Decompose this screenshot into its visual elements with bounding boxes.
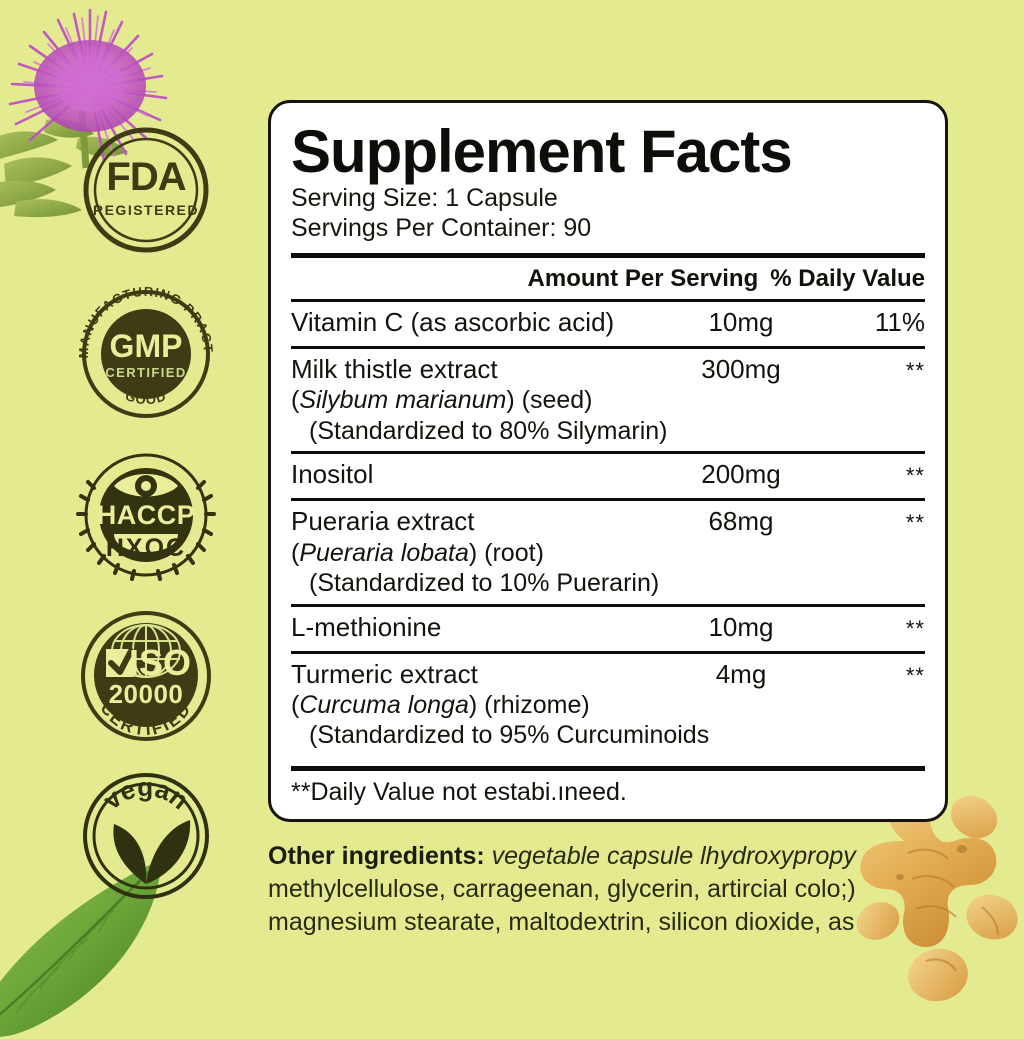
ingredient-amount: 300mg (701, 354, 781, 385)
ingredient-name: Turmeric extract (291, 658, 478, 689)
other-ingredients-line-1: Other ingredients: vegetable capsule lhy… (268, 840, 936, 873)
ingredient-amount: 10mg (708, 307, 774, 338)
table-row: L-methionine 10mg ** (291, 607, 925, 651)
ingredient-amount: 10mg (708, 611, 774, 642)
latin-binomial: Pueraria lobata (299, 538, 469, 567)
supplement-facts-panel: Supplement Facts Serving Size: 1 Capsule… (268, 100, 948, 822)
other-ingredients-block: Other ingredients: vegetable capsule lhy… (268, 840, 936, 939)
ingredient-daily-value: ** (905, 463, 925, 489)
column-header-daily-value: % Daily Value (770, 265, 925, 293)
vegan-badge-primary-label: vegan (97, 772, 195, 815)
divider (291, 603, 925, 607)
ingredient-daily-value: ** (905, 510, 925, 536)
ingredient-standardization: (Standardized to 10% Puerarin) (309, 569, 660, 598)
fda-badge-primary-label: FDA (106, 155, 185, 199)
ingredient-name: Inositol (291, 459, 374, 490)
latin-binomial: Curcuma longa (299, 690, 469, 719)
divider (291, 498, 925, 502)
ingredient-name: Pueraria extract (291, 506, 475, 537)
iso-20000-certified-badge-icon: ISO 20000 CERTIFIED (80, 611, 211, 741)
divider-thick-bottom (291, 765, 925, 771)
servings-per-container-text: Servings Per Container: 90 (291, 213, 592, 242)
column-header-amount: Amount Per Serving (527, 265, 759, 293)
daily-value-footnote: **Daily Value not estabi.ıneed. (291, 777, 627, 806)
divider (291, 650, 925, 654)
gmp-badge-secondary-label: CERTIFIED (105, 365, 186, 380)
divider-under-headers (291, 299, 925, 303)
ingredient-daily-value: 11% (874, 307, 925, 338)
latin-binomial: Silybum marianum (299, 386, 507, 415)
ingredient-name: Vitamin C (as ascorbic acid) (291, 307, 615, 338)
haccp-certified-badge-icon: HACCP HXOC (75, 453, 216, 581)
other-ingredients-line-3: magnesium stearate, maltodextrin, silico… (268, 908, 855, 936)
ingredient-daily-value: ** (905, 615, 925, 641)
ingredient-name: Milk thistle extract (291, 354, 498, 385)
ingredient-amount: 4mg (715, 658, 767, 689)
iso-badge-primary-label: ISO (128, 642, 190, 683)
fda-registered-badge-icon: FDA REGISTERED (83, 127, 208, 253)
gmp-certified-badge-icon: MANUFACTURING PRACTI GOOD GMP CERTIFIED (66, 279, 214, 418)
haccp-badge-secondary-label: HXOC (105, 534, 185, 562)
ingredient-standardization: (Standardized to 80% Silymarin) (309, 416, 668, 445)
divider-thick-top (291, 253, 925, 259)
other-ingredients-first-item: vegetable capsule lhydroxypropy (491, 842, 856, 870)
other-ingredients-line-2: methylcellulose, carrageenan, glycerin, … (268, 875, 856, 903)
ingredient-name: L-methionine (291, 611, 442, 642)
table-row: Milk thistle extract (Silybum marianum) … (291, 349, 925, 451)
table-column-headers: Amount Per Serving % Daily Value (291, 258, 925, 299)
ingredient-daily-value: ** (905, 358, 925, 384)
ingredient-daily-value: ** (905, 662, 925, 688)
fda-badge-secondary-label: REGISTERED (92, 202, 198, 218)
gmp-badge-primary-label: GMP (109, 328, 182, 364)
divider (291, 346, 925, 350)
certification-badges: FDA REGISTERED MANUFACTURING PRACTI GOOD… (63, 118, 228, 912)
ingredient-latin-name: (Silybum marianum) (seed) (291, 386, 593, 415)
table-row: Pueraria extract (Pueraria lobata) (root… (291, 501, 925, 603)
ingredient-latin-name: (Pueraria lobata) (root) (291, 538, 544, 567)
page-title: Supplement Facts (291, 118, 793, 185)
ingredient-latin-name: (Curcuma longa) (rhizome) (291, 690, 590, 719)
table-row: Vitamin C (as ascorbic acid) 10mg 11% (291, 302, 925, 346)
table-row: Inositol 200mg ** (291, 454, 925, 498)
ingredient-amount: 200mg (701, 459, 781, 490)
other-ingredients-label: Other ingredients: (268, 842, 485, 870)
vegan-badge-icon: vegan (82, 772, 209, 899)
iso-badge-secondary-label: 20000 (108, 679, 183, 709)
gmp-badge-ring-bottom-label: GOOD (123, 388, 168, 407)
serving-size-text: Serving Size: 1 Capsule (291, 184, 558, 213)
divider (291, 451, 925, 455)
ingredient-standardization: (Standardized to 95% Curcuminoids (309, 721, 710, 750)
table-row: Turmeric extract (Curcuma longa) (rhizom… (291, 654, 925, 756)
haccp-badge-primary-label: HACCP (96, 500, 195, 530)
ingredient-amount: 68mg (708, 506, 774, 537)
